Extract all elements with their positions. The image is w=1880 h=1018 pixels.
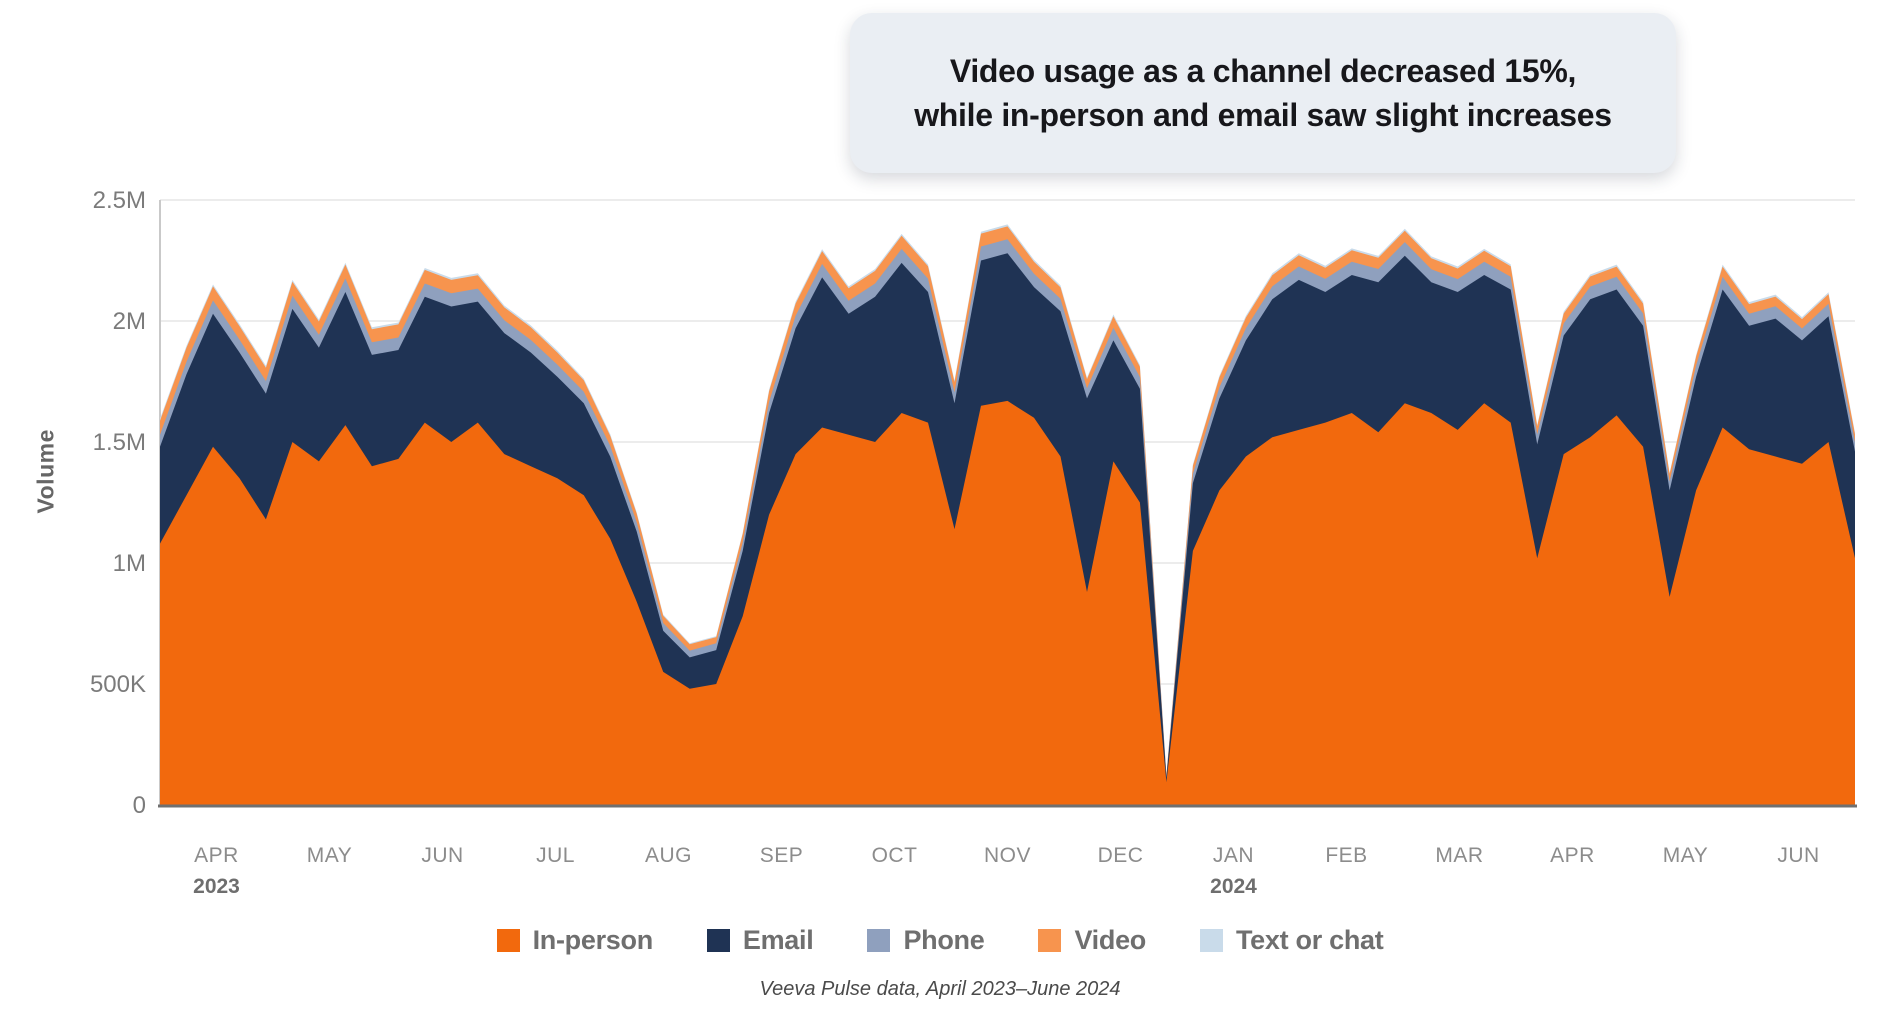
legend-swatch-icon [867,929,891,952]
x-axis-label-sep: SEP [760,844,804,867]
area-in-person [160,400,1855,805]
legend-swatch-icon [1038,929,1062,952]
x-axis-label-may: MAY [1663,844,1708,867]
x-axis-label-jul: JUL [536,844,575,867]
x-axis-label-aug: AUG [645,844,692,867]
y-tick-label: 0 [133,792,146,819]
legend-swatch-icon [706,929,730,952]
y-tick-label: 2M [113,308,146,335]
x-axis-label-dec: DEC [1098,844,1144,867]
source-footnote: Veeva Pulse data, April 2023–June 2024 [759,978,1121,1000]
legend-swatch-icon [1199,929,1223,952]
annotation-callout: Video usage as a channel decreased 15%, … [850,13,1676,173]
x-axis-year-2023: 2023 [193,875,240,898]
chart-legend: In-person Email Phone Video Text or chat [0,925,1880,956]
legend-item-label: In-person [532,925,654,955]
x-axis-label-jun: JUN [421,844,463,867]
y-tick-label: 2.5M [93,187,146,214]
y-tick-label: 1.5M [93,429,146,456]
legend-item-label: Text or chat [1235,925,1384,955]
x-axis-label-may: MAY [307,844,352,867]
x-axis-label-feb: FEB [1325,844,1367,867]
x-axis-year-2024: 2024 [1210,875,1257,898]
legend-item-label: Email [742,925,814,955]
y-tick-label: 500K [90,671,146,698]
legend-swatch-icon [496,929,520,952]
x-axis-label-mar: MAR [1435,844,1483,867]
x-axis-label-jun: JUN [1777,844,1819,867]
x-axis-label-apr: APR [1550,844,1595,867]
legend-item-email: Email [706,925,814,956]
annotation-text: Video usage as a channel decreased 15%, … [914,53,1612,133]
legend-item-phone: Phone [867,925,985,956]
x-axis-label-oct: OCT [872,844,918,867]
legend-item-in-person: In-person [496,925,654,956]
legend-item-label: Phone [903,925,985,955]
legend-item-label: Video [1074,925,1146,955]
legend-item-video: Video [1038,925,1146,956]
x-axis-label-nov: NOV [984,844,1031,867]
x-axis-label-jan: JAN [1213,844,1254,867]
x-axis-label-apr: APR [194,844,239,867]
legend-item-text-or-chat: Text or chat [1199,925,1384,956]
y-tick-label: 1M [113,550,146,577]
